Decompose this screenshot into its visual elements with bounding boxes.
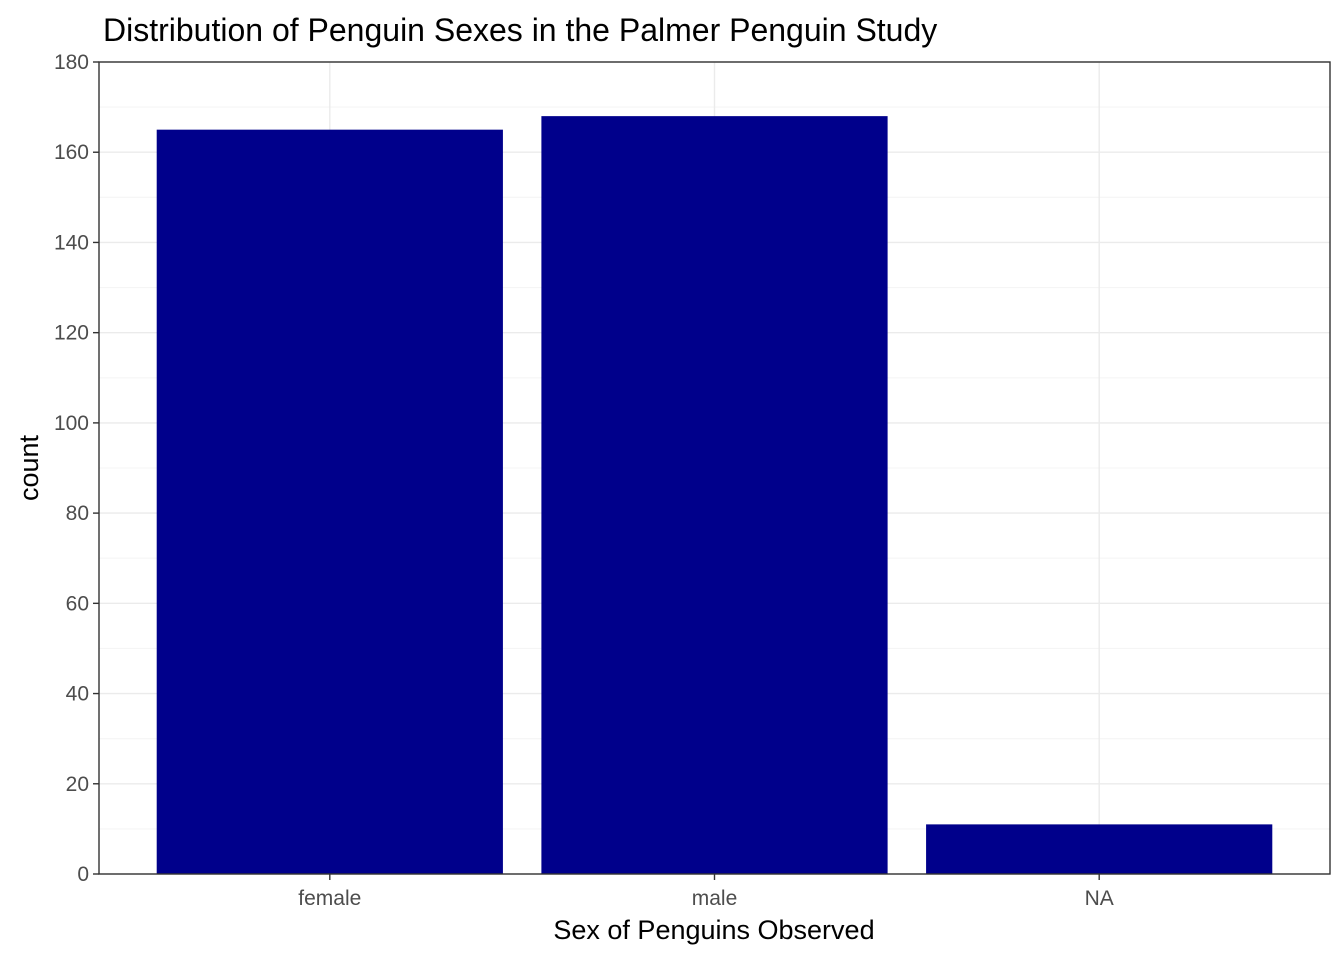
y-tick-label: 120 <box>54 322 89 345</box>
y-axis: 0 20 40 60 80 100 120 140 160 180 <box>54 51 99 886</box>
bar-na <box>926 824 1273 874</box>
y-tick-label: 20 <box>66 773 89 796</box>
x-axis-title: Sex of Penguins Observed <box>553 915 874 945</box>
y-tick-label: 100 <box>54 412 89 435</box>
y-tick-label: 60 <box>66 592 89 615</box>
y-tick-label: 0 <box>77 863 89 886</box>
chart-title: Distribution of Penguin Sexes in the Pal… <box>103 12 937 48</box>
bar-female <box>156 129 503 874</box>
bar-male <box>541 116 888 875</box>
x-axis: female male NA <box>298 874 1114 910</box>
y-tick-label: 160 <box>54 141 89 164</box>
bars <box>156 116 1273 875</box>
x-tick-label: female <box>298 887 361 910</box>
y-axis-title: count <box>14 434 44 501</box>
y-tick-label: 40 <box>66 683 89 706</box>
x-tick-label: male <box>692 887 738 910</box>
y-tick-label: 180 <box>54 51 89 74</box>
y-tick-label: 140 <box>54 231 89 254</box>
x-tick-label: NA <box>1085 887 1114 910</box>
y-tick-label: 80 <box>66 502 89 525</box>
